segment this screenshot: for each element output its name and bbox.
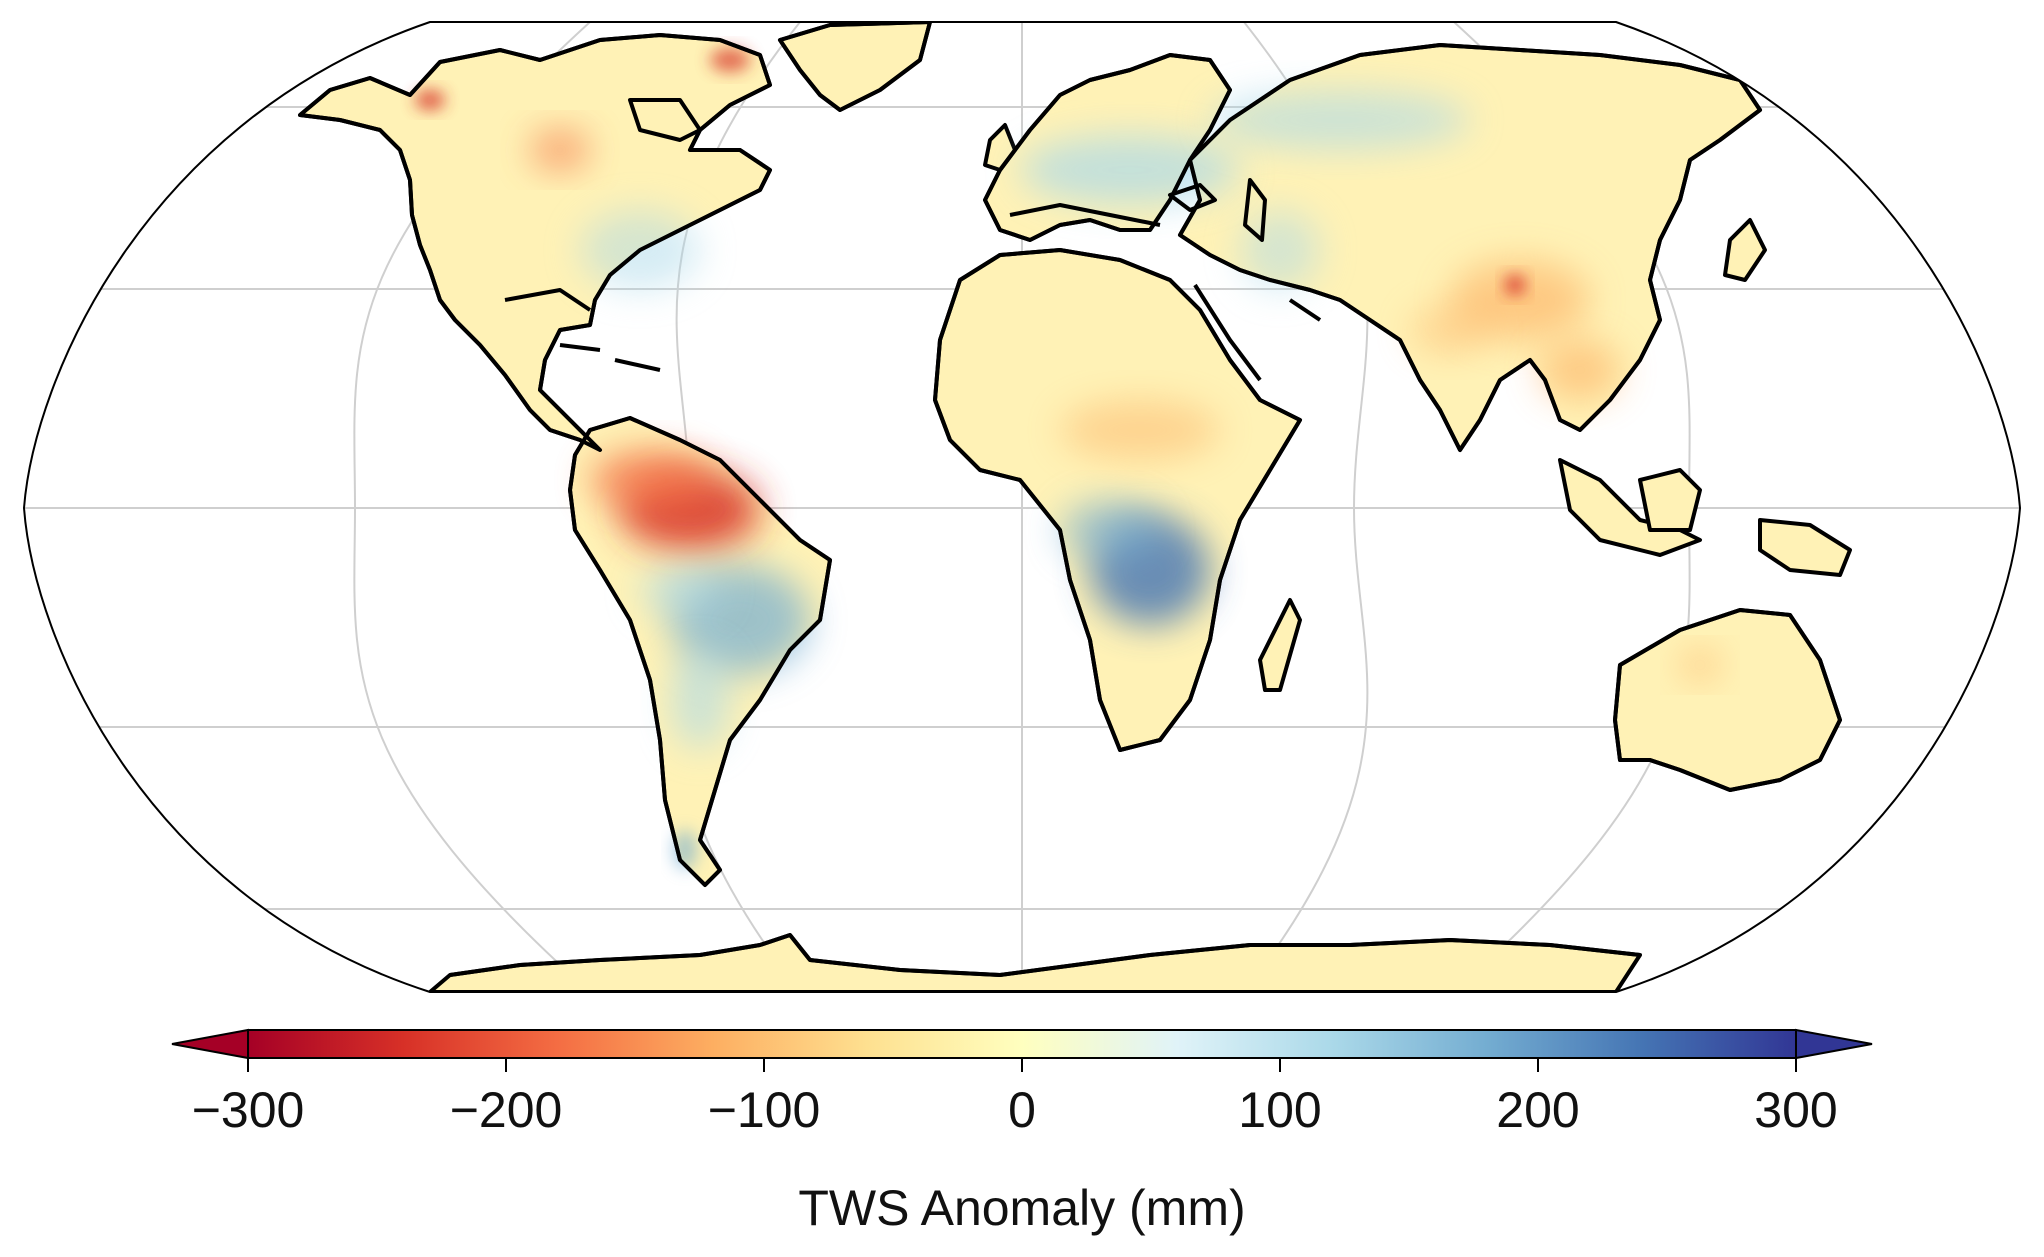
colorbar: −300 −200 −100 0 100 200 300 TWS Anomaly (mm) xyxy=(171,1028,1873,1236)
map-boundary xyxy=(22,21,2022,993)
japan xyxy=(1723,218,1767,282)
north-america xyxy=(298,33,772,452)
madagascar xyxy=(1258,598,1302,692)
antarctica xyxy=(428,933,1642,992)
colorbar-tick-label: 100 xyxy=(1238,1082,1321,1138)
new-guinea xyxy=(1758,518,1852,577)
coastlines xyxy=(298,22,1842,977)
colorbar-extend-low xyxy=(171,1028,249,1060)
colorbar-tick-label: −300 xyxy=(192,1082,305,1138)
colorbar-tick-label: −100 xyxy=(708,1082,821,1138)
anomaly-field xyxy=(415,48,1720,870)
colorbar-label: TWS Anomaly (mm) xyxy=(798,1180,1245,1236)
colorbar-extend-high xyxy=(1795,1028,1873,1060)
africa xyxy=(933,248,1302,752)
colorbar-tick-label: 200 xyxy=(1496,1082,1579,1138)
colorbar-tick-label: 300 xyxy=(1754,1082,1837,1138)
colorbar-tick-label: −200 xyxy=(450,1082,563,1138)
colorbar-ticks: −300 −200 −100 0 100 200 300 xyxy=(192,1058,1838,1138)
borneo xyxy=(1638,468,1702,532)
colorbar-gradient xyxy=(247,1029,1797,1059)
colorbar-tick-label: 0 xyxy=(1008,1082,1036,1138)
map-panel xyxy=(22,21,2022,993)
